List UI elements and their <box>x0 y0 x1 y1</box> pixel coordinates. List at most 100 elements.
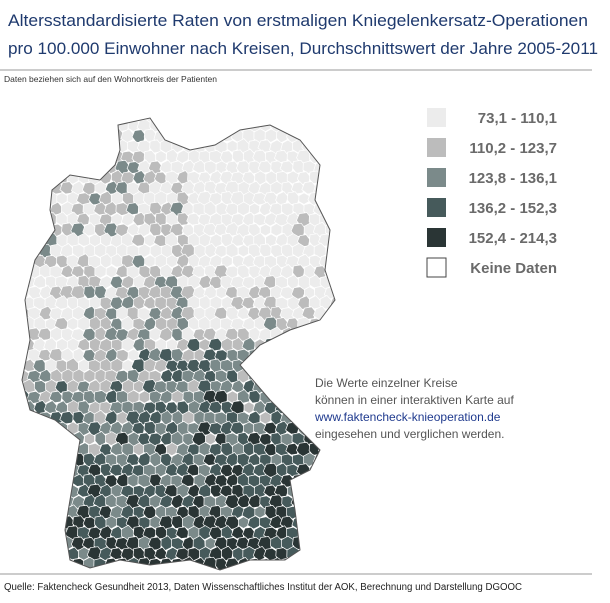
district <box>364 298 378 310</box>
district <box>275 338 290 353</box>
district <box>368 474 382 486</box>
district <box>324 326 335 341</box>
district <box>275 358 289 373</box>
district <box>342 213 354 227</box>
district <box>37 118 53 132</box>
district <box>286 401 300 415</box>
district <box>72 118 86 132</box>
district <box>22 213 26 228</box>
district <box>26 453 42 467</box>
district <box>375 277 387 290</box>
district <box>369 537 381 550</box>
district <box>357 265 370 279</box>
district <box>341 275 354 289</box>
district <box>262 379 280 395</box>
district <box>334 159 335 175</box>
district <box>375 547 388 562</box>
district <box>286 118 300 122</box>
district <box>374 234 387 247</box>
district <box>308 484 322 498</box>
district <box>32 128 48 144</box>
district <box>22 254 26 270</box>
district <box>22 515 31 529</box>
district <box>324 201 335 217</box>
district <box>34 170 46 185</box>
district <box>65 128 80 143</box>
district <box>348 286 360 299</box>
district <box>309 118 321 122</box>
district <box>376 505 388 519</box>
district <box>160 118 173 133</box>
district <box>22 170 26 186</box>
district <box>368 558 382 570</box>
legend-label: Keine Daten <box>470 260 557 277</box>
district <box>22 410 32 426</box>
district <box>43 525 58 540</box>
district <box>336 181 348 195</box>
district <box>336 119 349 133</box>
district <box>77 118 90 122</box>
district <box>308 317 324 331</box>
link[interactable]: www.faktencheck-knieoperation.de <box>314 410 501 424</box>
district <box>365 505 377 520</box>
district <box>375 464 388 477</box>
district <box>323 493 335 509</box>
district <box>380 140 392 153</box>
district <box>330 462 335 478</box>
district <box>348 244 361 257</box>
district <box>39 474 52 488</box>
district <box>374 254 387 268</box>
district <box>369 140 383 154</box>
district <box>22 546 36 561</box>
district <box>61 453 75 468</box>
district <box>342 192 354 206</box>
district <box>45 150 57 164</box>
district <box>375 317 388 331</box>
district <box>375 193 388 205</box>
district <box>324 515 335 530</box>
district <box>341 527 355 540</box>
district <box>76 127 91 143</box>
district <box>279 118 295 133</box>
district <box>43 421 58 437</box>
district <box>368 453 382 465</box>
district <box>43 484 59 499</box>
district <box>364 233 377 248</box>
district <box>325 473 335 488</box>
legend-label: 73,1 - 110,1 <box>478 110 557 127</box>
district <box>22 494 31 508</box>
district <box>302 535 316 550</box>
country-outline <box>21 117 336 571</box>
district <box>313 328 329 343</box>
district <box>352 109 366 122</box>
district <box>27 514 41 529</box>
district <box>33 463 47 478</box>
district <box>54 504 69 519</box>
district <box>346 140 359 152</box>
district <box>374 297 387 309</box>
district <box>241 118 256 122</box>
district <box>308 547 321 562</box>
district <box>22 180 31 196</box>
district <box>353 296 366 311</box>
district <box>381 328 394 341</box>
district <box>59 160 75 176</box>
district <box>265 118 278 123</box>
district <box>357 161 371 174</box>
district <box>221 254 233 268</box>
district <box>336 558 350 571</box>
district <box>54 129 70 144</box>
district <box>22 338 25 352</box>
district <box>215 160 228 174</box>
district <box>88 148 102 165</box>
district <box>27 119 43 134</box>
district <box>352 442 365 456</box>
district <box>370 496 381 508</box>
district <box>22 118 36 123</box>
district <box>71 139 86 154</box>
district <box>291 328 305 342</box>
district <box>105 265 118 279</box>
district <box>376 338 388 352</box>
district <box>22 149 37 164</box>
district <box>358 244 370 258</box>
